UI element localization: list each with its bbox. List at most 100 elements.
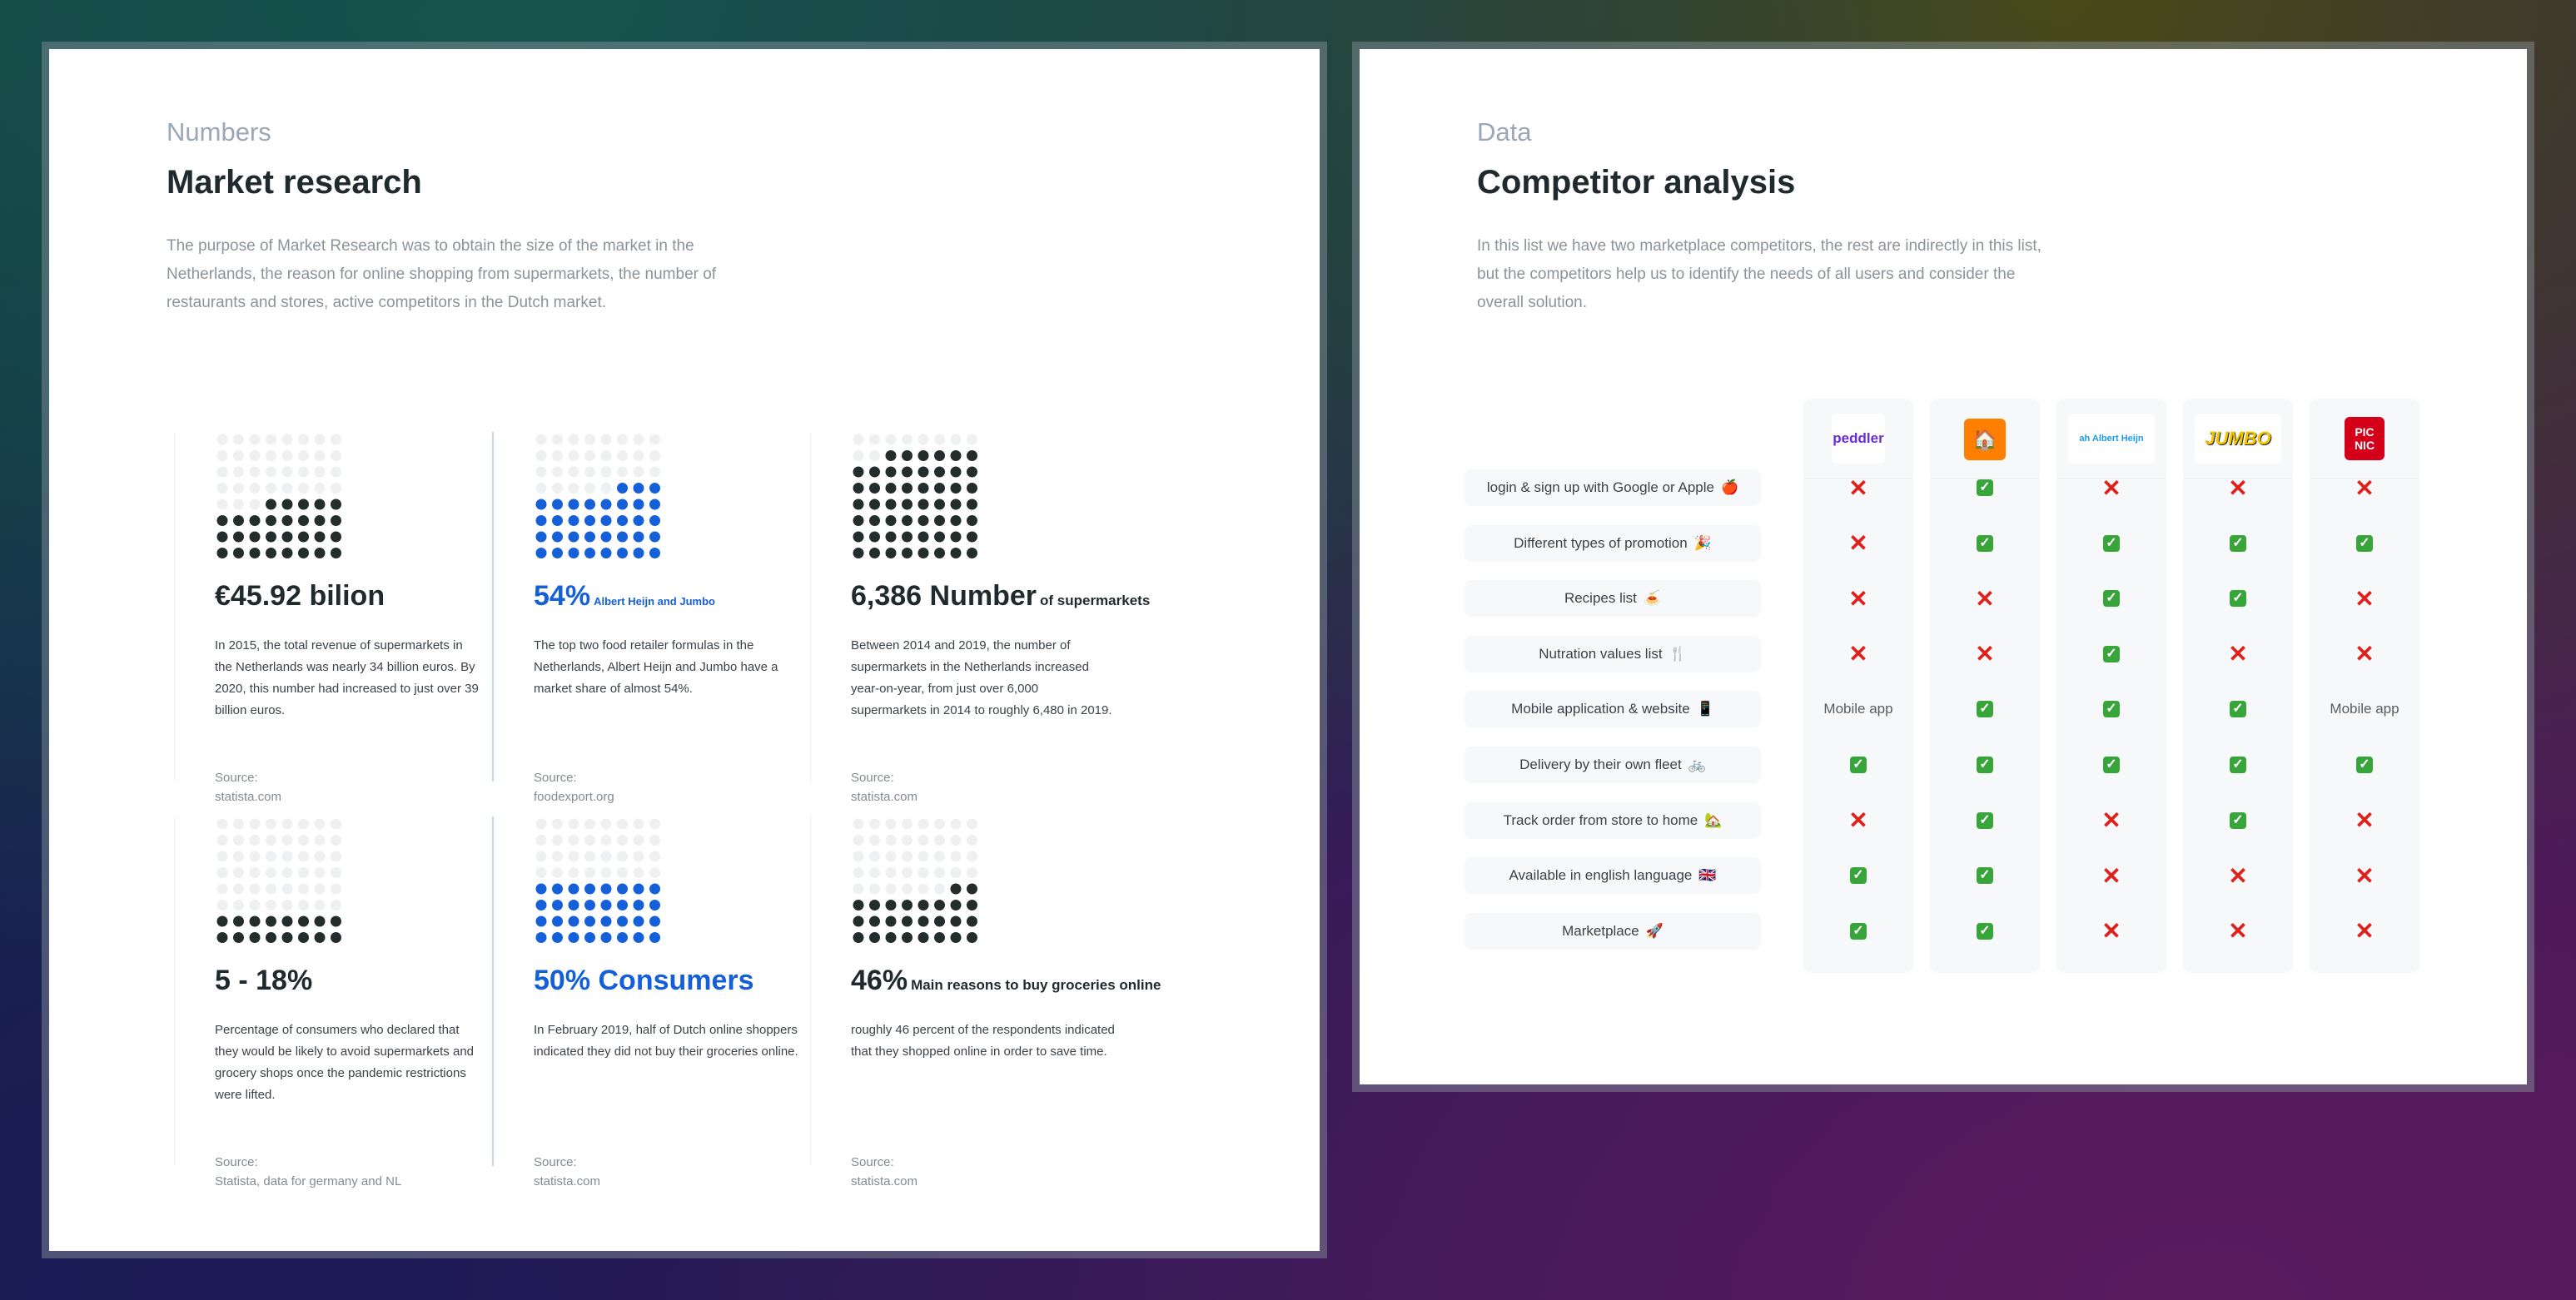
peddler-logo: peddler [1832, 414, 1885, 464]
dot [902, 867, 913, 878]
dot [869, 515, 880, 526]
dot [918, 499, 929, 510]
dot [266, 515, 276, 526]
dot [649, 548, 660, 558]
dot [869, 548, 880, 558]
feature-row: Different types of promotion 🎉 [1465, 524, 1761, 562]
dot [298, 900, 309, 910]
dot [233, 932, 244, 943]
dot [314, 883, 326, 895]
thuisbezorgd-logo: 🏠 [1964, 419, 2006, 460]
dot [584, 531, 595, 543]
dot [902, 499, 913, 510]
competitor-column-jumbo: JUMBO [2183, 399, 2293, 973]
cross-icon: ✕ [2101, 474, 2121, 501]
dot [249, 515, 261, 526]
dot [967, 818, 977, 830]
source-label: Source: [215, 771, 258, 785]
dot [568, 818, 579, 830]
dot [266, 499, 276, 510]
dot [950, 466, 962, 478]
dot [249, 499, 261, 510]
dot [535, 851, 547, 862]
dot [885, 883, 897, 895]
dot [249, 450, 261, 461]
dot [249, 851, 261, 862]
dot [584, 900, 595, 910]
dot [633, 434, 644, 445]
dot [633, 515, 644, 526]
dot [552, 883, 563, 895]
dot [617, 548, 628, 558]
dot [266, 434, 276, 445]
dot [918, 900, 929, 910]
dot [967, 932, 977, 943]
dot [298, 932, 309, 943]
dot [617, 450, 628, 461]
check-icon: ✓ [2183, 525, 2293, 562]
feature-row: Nutration values list 🍴 [1465, 635, 1761, 672]
dot [885, 450, 897, 461]
feature-emoji-icon: 🍴 [1668, 645, 1687, 662]
dot [552, 515, 563, 526]
dot [266, 818, 276, 830]
dot [934, 867, 945, 878]
dot [950, 818, 962, 830]
dot [216, 883, 228, 895]
dot [633, 450, 644, 461]
cross-icon: ✕ [1975, 585, 1995, 612]
feature-emoji-icon: 🍝 [1643, 590, 1662, 607]
dot [600, 883, 612, 895]
dot [600, 531, 612, 543]
source-label: Source: [851, 1155, 894, 1169]
cross-icon: ✕ [2101, 862, 2121, 889]
dot [853, 867, 864, 878]
dot [649, 466, 660, 478]
dot [617, 499, 628, 510]
feature-emoji-icon: 📱 [1696, 701, 1714, 717]
cross-icon: ✕ [2228, 641, 2248, 667]
dot [331, 515, 341, 526]
dot [934, 900, 945, 910]
dot [266, 883, 276, 895]
stat-description: Between 2014 and 2019, the number of sup… [851, 638, 1112, 717]
dot [266, 851, 276, 862]
dot [568, 483, 579, 494]
dot [617, 835, 628, 846]
cross-icon: ✕ [2355, 807, 2375, 834]
dot [249, 883, 261, 895]
dot [266, 531, 276, 543]
dot [853, 434, 864, 445]
dot [314, 483, 326, 494]
dot [584, 835, 595, 846]
dot [649, 818, 660, 830]
dot [649, 932, 660, 943]
albert-heijn-logo: ah Albert Heijn [2068, 414, 2155, 464]
check-icon: ✓ [1930, 691, 2040, 727]
dot [853, 548, 864, 558]
source-value: statista.com [534, 1174, 601, 1188]
dot [314, 450, 326, 461]
dot [535, 499, 547, 510]
dot [853, 883, 864, 895]
dot [869, 499, 880, 510]
dot [298, 867, 309, 878]
dot [934, 548, 945, 558]
source-value: statista.com [851, 790, 918, 804]
dot [617, 818, 628, 830]
dot [249, 818, 261, 830]
dot [617, 932, 628, 943]
feature-row: Track order from store to home 🏡 [1465, 801, 1761, 839]
dot [298, 450, 309, 461]
dot [568, 883, 579, 895]
dot [552, 818, 563, 830]
section-title: Market research [167, 164, 422, 201]
source-value: statista.com [215, 790, 282, 804]
stat-card: 50% Consumers In February 2019, half of D… [492, 816, 808, 1188]
dot [934, 450, 945, 461]
dot [331, 466, 341, 478]
check-icon: ✓ [2183, 802, 2293, 839]
dot [869, 867, 880, 878]
dot [600, 466, 612, 478]
dot [298, 818, 309, 830]
